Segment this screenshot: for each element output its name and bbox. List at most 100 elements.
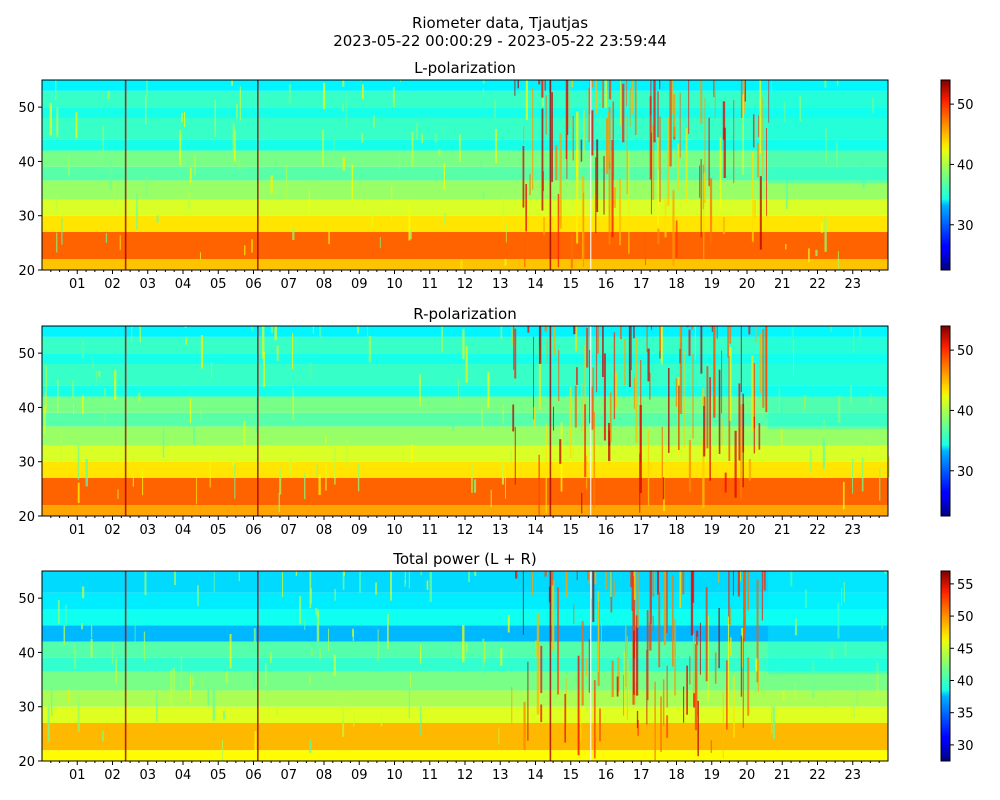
streak bbox=[102, 730, 104, 742]
streak bbox=[552, 580, 555, 651]
streak bbox=[304, 472, 306, 500]
streak bbox=[872, 97, 874, 113]
heatmap-band bbox=[42, 139, 888, 151]
streak bbox=[626, 80, 628, 107]
spike-line bbox=[124, 80, 127, 270]
streak bbox=[47, 706, 50, 743]
heatmap-band bbox=[42, 232, 888, 260]
streak bbox=[483, 641, 486, 663]
streak bbox=[626, 114, 628, 195]
streak bbox=[585, 658, 588, 677]
streak bbox=[605, 118, 609, 174]
streak bbox=[719, 137, 722, 210]
streak bbox=[144, 95, 147, 124]
x-tick-label: 07 bbox=[280, 277, 297, 292]
colorbar bbox=[940, 570, 951, 762]
streak bbox=[688, 329, 691, 356]
streak bbox=[95, 370, 97, 382]
streak bbox=[613, 332, 616, 420]
streak bbox=[333, 654, 337, 676]
y-tick-label: 50 bbox=[18, 592, 35, 607]
streak bbox=[812, 661, 815, 698]
streak bbox=[444, 212, 446, 226]
streak bbox=[728, 571, 730, 625]
streak bbox=[481, 407, 483, 430]
streak bbox=[270, 174, 273, 194]
y-tick-label: 30 bbox=[18, 456, 35, 471]
streak bbox=[861, 457, 864, 492]
x-tick-label: 03 bbox=[139, 523, 156, 538]
streak bbox=[170, 670, 173, 706]
heatmap-band bbox=[42, 625, 888, 642]
streak bbox=[659, 80, 661, 90]
streak bbox=[117, 489, 119, 499]
streak bbox=[533, 407, 536, 428]
streak bbox=[480, 159, 482, 169]
streak bbox=[56, 201, 58, 217]
streak bbox=[752, 114, 755, 148]
streak bbox=[392, 87, 395, 108]
streak bbox=[482, 80, 485, 84]
streak bbox=[653, 80, 656, 143]
streak bbox=[342, 702, 345, 737]
streak bbox=[707, 615, 709, 701]
streak bbox=[727, 326, 729, 358]
streak bbox=[660, 696, 662, 752]
streak bbox=[276, 704, 279, 716]
streak bbox=[868, 433, 871, 443]
streak bbox=[613, 187, 616, 208]
streak bbox=[803, 395, 806, 410]
streak bbox=[274, 326, 277, 341]
streak bbox=[441, 125, 443, 132]
streak bbox=[692, 633, 695, 706]
x-tick-label: 01 bbox=[69, 768, 86, 783]
streak bbox=[233, 125, 235, 151]
heatmap-band bbox=[42, 750, 888, 761]
x-tick-label: 16 bbox=[598, 523, 615, 538]
streak bbox=[601, 623, 602, 643]
x-tick-label: 02 bbox=[104, 768, 121, 783]
colorbar-tick-label: 30 bbox=[957, 465, 974, 480]
streak bbox=[77, 445, 80, 480]
streak bbox=[596, 326, 598, 393]
streak bbox=[740, 80, 743, 118]
streak bbox=[134, 619, 136, 644]
streak bbox=[342, 80, 345, 87]
x-tick-label: 17 bbox=[633, 768, 650, 783]
figure-title: Riometer data, Tjautjas bbox=[412, 14, 588, 32]
streak bbox=[568, 80, 571, 127]
streak bbox=[709, 326, 713, 328]
streak bbox=[595, 157, 597, 234]
figure-subtitle: 2023-05-22 00:00:29 - 2023-05-22 23:59:4… bbox=[333, 32, 667, 50]
streak bbox=[780, 402, 783, 426]
streak bbox=[571, 80, 574, 88]
heatmap-bands bbox=[42, 326, 888, 516]
streak bbox=[482, 191, 485, 200]
streak bbox=[502, 404, 504, 424]
streak bbox=[544, 80, 547, 91]
streak bbox=[589, 349, 591, 424]
x-tick-label: 02 bbox=[104, 277, 121, 292]
streak bbox=[824, 217, 827, 252]
streak bbox=[679, 571, 681, 608]
streak bbox=[368, 336, 372, 363]
x-tick-label: 08 bbox=[316, 277, 333, 292]
colorbar bbox=[940, 79, 951, 271]
streak bbox=[771, 703, 773, 734]
streak bbox=[460, 260, 463, 270]
streak bbox=[724, 472, 727, 493]
x-tick-label: 09 bbox=[351, 523, 368, 538]
streak bbox=[420, 644, 422, 664]
streak bbox=[371, 216, 373, 228]
streak bbox=[652, 571, 655, 597]
streak bbox=[409, 229, 412, 240]
streak bbox=[733, 99, 735, 184]
streak bbox=[624, 624, 627, 688]
streak bbox=[664, 196, 667, 238]
x-tick-label: 22 bbox=[809, 277, 826, 292]
x-tick-label: 08 bbox=[316, 768, 333, 783]
streak bbox=[759, 333, 762, 393]
x-tick-label: 15 bbox=[562, 768, 579, 783]
x-tick-label: 14 bbox=[527, 523, 544, 538]
streak bbox=[199, 252, 201, 259]
